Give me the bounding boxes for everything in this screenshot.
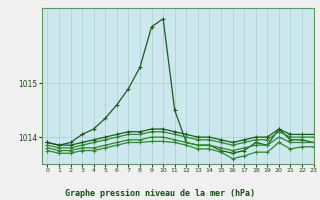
Text: Graphe pression niveau de la mer (hPa): Graphe pression niveau de la mer (hPa) bbox=[65, 189, 255, 198]
